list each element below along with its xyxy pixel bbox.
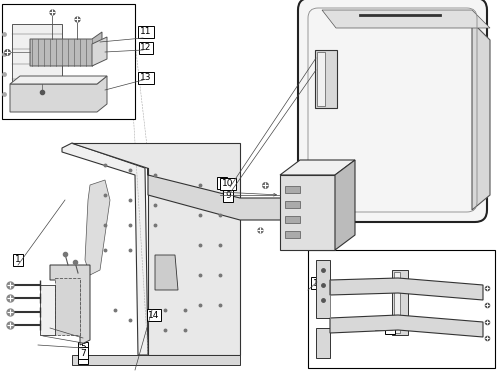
Polygon shape: [72, 355, 240, 365]
Bar: [285, 186, 300, 193]
Bar: [316, 260, 330, 318]
Polygon shape: [330, 278, 483, 300]
Polygon shape: [10, 76, 107, 112]
Text: 11: 11: [140, 27, 152, 36]
Polygon shape: [30, 32, 102, 66]
Text: 8: 8: [387, 323, 393, 332]
Polygon shape: [280, 160, 355, 175]
Bar: [308, 250, 495, 368]
Polygon shape: [72, 143, 240, 355]
Polygon shape: [280, 175, 335, 250]
Text: 5: 5: [80, 344, 86, 353]
Polygon shape: [55, 278, 80, 335]
Bar: [315, 50, 337, 108]
Text: 4: 4: [219, 179, 225, 188]
Polygon shape: [92, 37, 107, 66]
Text: 14: 14: [148, 311, 160, 320]
Polygon shape: [155, 255, 178, 290]
Bar: [317, 52, 325, 106]
Text: 9: 9: [225, 191, 231, 200]
Bar: [316, 328, 330, 358]
Bar: [285, 216, 300, 223]
Bar: [394, 272, 400, 333]
Text: 6: 6: [80, 353, 86, 362]
Polygon shape: [330, 315, 483, 337]
Polygon shape: [472, 22, 490, 210]
Polygon shape: [10, 76, 107, 84]
Polygon shape: [148, 168, 310, 220]
FancyBboxPatch shape: [298, 0, 487, 222]
Text: 15: 15: [313, 279, 325, 288]
Bar: [40, 285, 55, 335]
Bar: [2, 4, 135, 119]
Polygon shape: [322, 10, 490, 28]
Bar: [285, 201, 300, 208]
Polygon shape: [12, 24, 62, 102]
Polygon shape: [85, 180, 110, 275]
Polygon shape: [335, 160, 355, 250]
Text: 12: 12: [140, 44, 151, 53]
Polygon shape: [62, 143, 148, 355]
Text: 7: 7: [80, 349, 86, 358]
Bar: [392, 270, 408, 335]
Text: 1: 1: [15, 256, 21, 264]
Text: 13: 13: [140, 73, 152, 82]
Bar: [285, 231, 300, 238]
Text: 10: 10: [222, 179, 234, 188]
Polygon shape: [50, 265, 90, 345]
